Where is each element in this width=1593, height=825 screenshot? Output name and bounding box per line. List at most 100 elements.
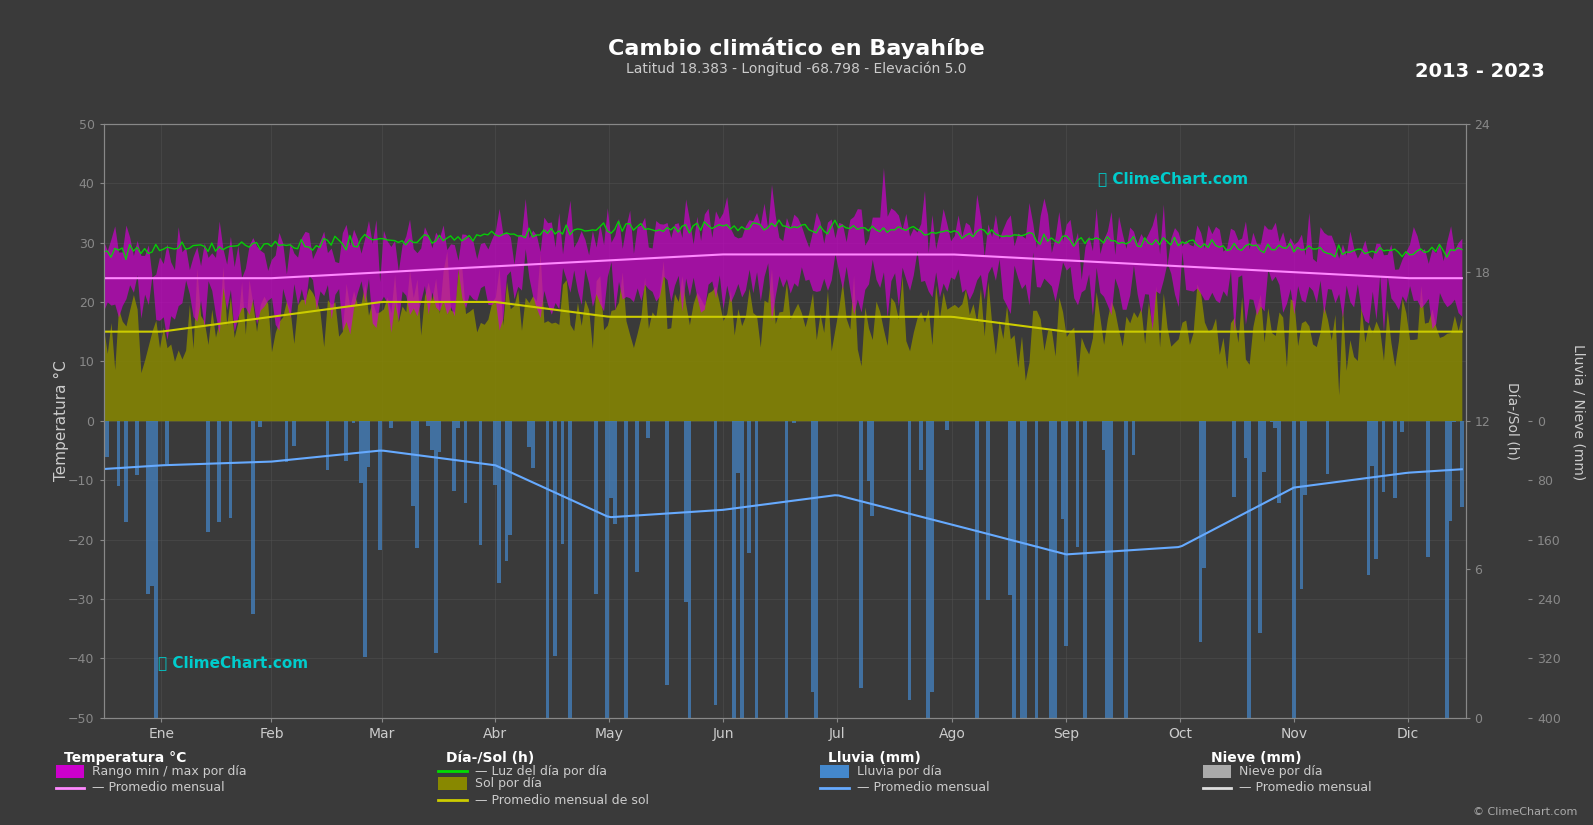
- Bar: [1370, 421, 1375, 465]
- Bar: [609, 421, 613, 497]
- Bar: [1367, 421, 1370, 575]
- Bar: [739, 421, 744, 825]
- Bar: [1106, 421, 1109, 825]
- Text: Cambio climático en Bayahíbe: Cambio climático en Bayahíbe: [609, 37, 984, 59]
- Bar: [1244, 421, 1247, 458]
- Bar: [505, 421, 508, 561]
- Bar: [1303, 421, 1306, 494]
- Bar: [613, 421, 616, 524]
- Text: — Promedio mensual: — Promedio mensual: [1239, 781, 1372, 794]
- Bar: [124, 421, 127, 522]
- Bar: [1200, 421, 1203, 642]
- Bar: [986, 421, 989, 600]
- Bar: [494, 421, 497, 485]
- Bar: [452, 421, 456, 491]
- Bar: [811, 421, 814, 692]
- Bar: [1270, 421, 1273, 422]
- Text: 2013 - 2023: 2013 - 2023: [1416, 62, 1545, 81]
- Bar: [527, 421, 530, 447]
- Bar: [647, 421, 650, 437]
- Bar: [252, 421, 255, 614]
- Bar: [105, 421, 110, 457]
- Y-axis label: Temperatura °C: Temperatura °C: [54, 361, 68, 481]
- Bar: [325, 421, 330, 470]
- Bar: [344, 421, 347, 460]
- Bar: [135, 421, 139, 474]
- Bar: [1102, 421, 1106, 450]
- Bar: [867, 421, 870, 481]
- Bar: [666, 421, 669, 686]
- Bar: [228, 421, 233, 518]
- Bar: [1325, 421, 1329, 474]
- Bar: [116, 421, 121, 485]
- Bar: [1075, 421, 1080, 547]
- Bar: [870, 421, 875, 516]
- Bar: [553, 421, 558, 657]
- Bar: [363, 421, 366, 658]
- Bar: [636, 421, 639, 573]
- Bar: [683, 421, 688, 601]
- Bar: [416, 421, 419, 548]
- Bar: [747, 421, 750, 554]
- Bar: [1426, 421, 1431, 558]
- Bar: [1008, 421, 1012, 595]
- Text: Sol por día: Sol por día: [475, 777, 542, 790]
- Text: — Promedio mensual de sol: — Promedio mensual de sol: [475, 794, 648, 807]
- Text: — Luz del día por día: — Luz del día por día: [475, 765, 607, 778]
- Bar: [1258, 421, 1262, 633]
- Bar: [430, 421, 433, 450]
- Text: Temperatura °C: Temperatura °C: [64, 751, 186, 765]
- Bar: [433, 421, 438, 653]
- Bar: [814, 421, 819, 822]
- Bar: [1233, 421, 1236, 497]
- Text: Rango min / max por día: Rango min / max por día: [92, 765, 247, 778]
- Text: Nieve por día: Nieve por día: [1239, 765, 1322, 778]
- Bar: [258, 421, 263, 427]
- Bar: [792, 421, 796, 423]
- Text: Lluvia por día: Lluvia por día: [857, 765, 941, 778]
- Bar: [1247, 421, 1251, 825]
- Bar: [733, 421, 736, 825]
- Bar: [908, 421, 911, 700]
- Bar: [508, 421, 513, 535]
- Bar: [1083, 421, 1086, 825]
- Bar: [1375, 421, 1378, 559]
- Bar: [1125, 421, 1128, 825]
- Bar: [688, 421, 691, 804]
- Bar: [102, 421, 105, 501]
- Bar: [1453, 421, 1456, 422]
- Bar: [605, 421, 609, 814]
- Bar: [755, 421, 758, 825]
- Bar: [378, 421, 382, 550]
- Bar: [784, 421, 789, 825]
- Bar: [1020, 421, 1023, 825]
- Bar: [975, 421, 978, 825]
- Bar: [464, 421, 467, 503]
- Text: Nieve (mm): Nieve (mm): [1211, 751, 1301, 765]
- Text: Lluvia / Nieve (mm): Lluvia / Nieve (mm): [1571, 344, 1585, 481]
- Bar: [1278, 421, 1281, 503]
- Bar: [1053, 421, 1058, 825]
- Bar: [1203, 421, 1206, 568]
- Bar: [546, 421, 550, 780]
- Bar: [569, 421, 572, 825]
- Bar: [147, 421, 150, 594]
- Bar: [1012, 421, 1016, 825]
- Bar: [945, 421, 949, 430]
- Bar: [930, 421, 933, 691]
- Bar: [366, 421, 370, 467]
- Bar: [205, 421, 210, 531]
- Bar: [1381, 421, 1386, 492]
- Bar: [736, 421, 739, 474]
- Text: Lluvia (mm): Lluvia (mm): [828, 751, 921, 765]
- Bar: [478, 421, 483, 544]
- Bar: [594, 421, 597, 594]
- Bar: [497, 421, 500, 582]
- Bar: [1300, 421, 1303, 589]
- Bar: [1131, 421, 1136, 455]
- Bar: [919, 421, 922, 470]
- Bar: [1459, 421, 1464, 507]
- Bar: [150, 421, 155, 586]
- Bar: [292, 421, 296, 446]
- Bar: [530, 421, 535, 469]
